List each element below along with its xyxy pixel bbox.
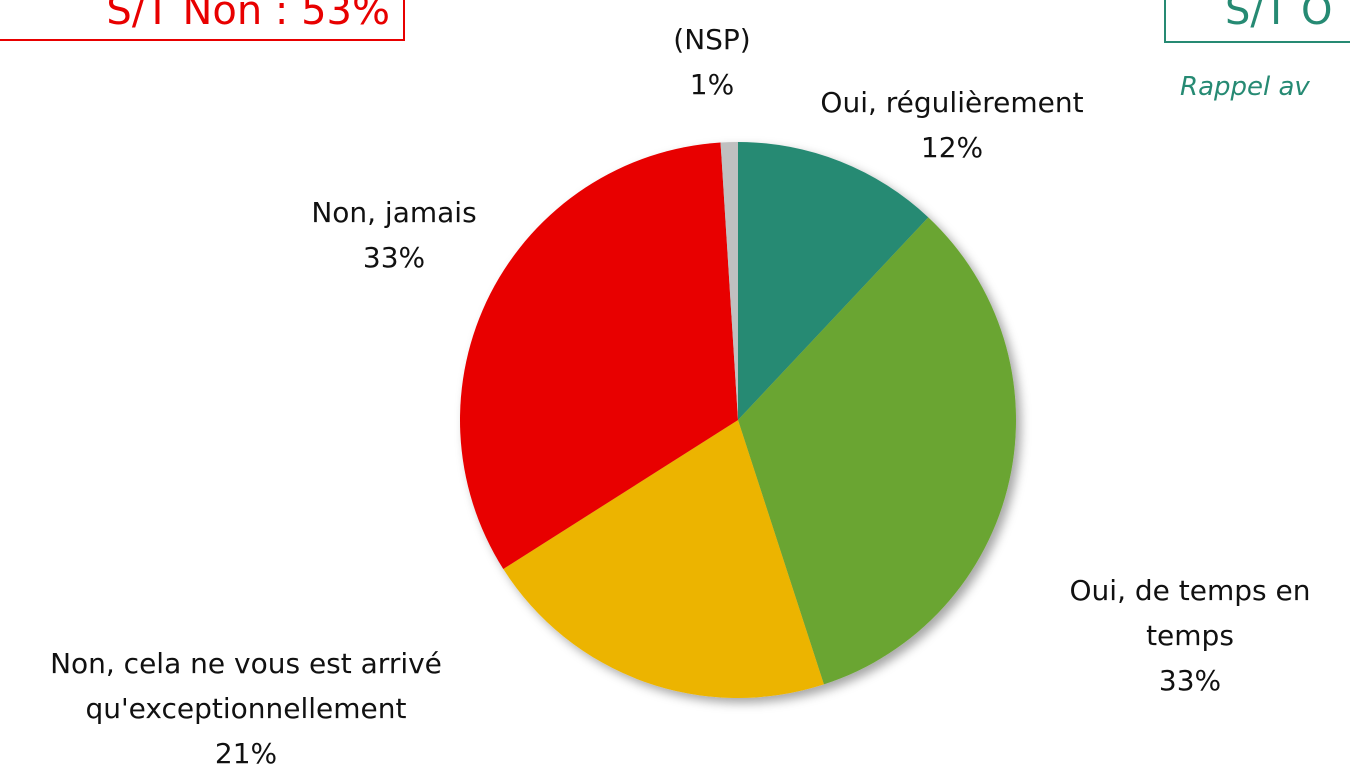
value-label: 1% — [689, 68, 735, 101]
pie-slice — [459, 142, 738, 569]
pie-slice — [720, 142, 738, 420]
chart: S/T Non : 53% S/T O Rappel av — [0, 0, 1350, 698]
pie-slice — [738, 142, 929, 420]
slice-label: Oui, de temps en temps 33% — [1040, 568, 1340, 703]
slice-label: (NSP) 1% — [652, 17, 772, 107]
category-label: Oui, régulièrement — [820, 86, 1084, 119]
value-label: 21% — [214, 737, 278, 770]
category-label: Non, cela ne vous est arrivé qu'exceptio… — [50, 647, 442, 725]
annotation-box — [0, 0, 405, 41]
pie-slice — [738, 217, 1016, 685]
category-label: Oui, de temps en temps — [1069, 574, 1311, 652]
slice-label: Non, cela ne vous est arrivé qu'exceptio… — [1, 641, 491, 776]
annotation: Rappel av — [1180, 72, 1310, 102]
value-label: 12% — [920, 131, 984, 164]
pie — [459, 142, 1016, 698]
category-label: Non, jamais — [311, 196, 477, 229]
category-label: (NSP) — [673, 23, 751, 56]
annotation: S/T Non : 53% — [106, 0, 390, 34]
annotation: S/T O — [1225, 0, 1333, 34]
slice-label: Non, jamais 33% — [274, 190, 514, 280]
slice-label: Oui, régulièrement 12% — [792, 80, 1112, 170]
pie-slice — [503, 420, 824, 698]
value-label: 33% — [362, 241, 426, 274]
value-label: 33% — [1158, 664, 1222, 697]
annotation-box — [1164, 0, 1350, 43]
